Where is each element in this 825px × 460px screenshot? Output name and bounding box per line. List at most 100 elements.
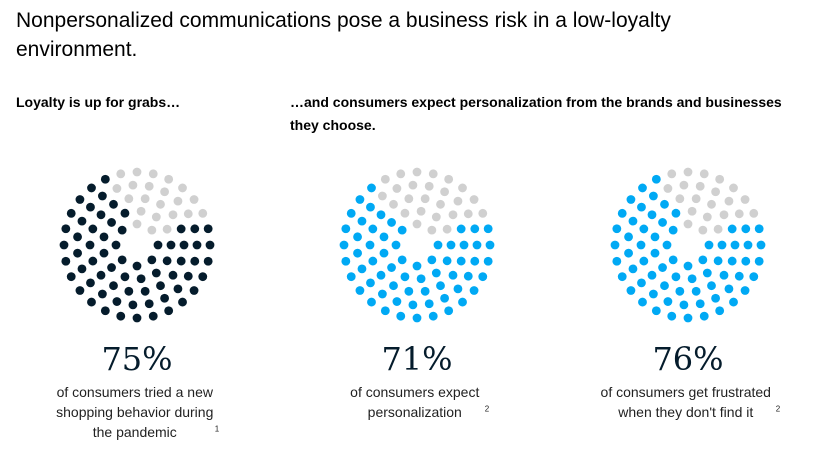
page-title: Nonpersonalized communications pose a bu… <box>16 9 671 61</box>
dot-empty <box>713 224 723 234</box>
dot-filled <box>637 202 646 212</box>
dot-filled <box>61 256 71 266</box>
dot-filled <box>637 278 646 288</box>
dot-chart-pandemic-behavior <box>59 167 215 323</box>
stat-value: 76% <box>652 340 724 378</box>
dot-filled <box>353 232 362 242</box>
dot-filled <box>472 240 482 250</box>
dot-filled <box>75 195 85 204</box>
dot-filled <box>428 311 438 321</box>
dot-empty <box>478 208 488 218</box>
dot-empty <box>140 194 150 204</box>
dot-empty <box>724 196 734 206</box>
dot-filled <box>117 225 127 235</box>
dot-filled <box>368 256 378 266</box>
dot-empty <box>112 184 122 193</box>
dot-filled <box>754 224 764 234</box>
dot-filled <box>638 297 647 307</box>
dot-filled <box>355 286 365 295</box>
dot-filled <box>412 261 422 271</box>
dot-filled <box>112 297 122 306</box>
dot-filled <box>61 224 71 234</box>
dot-filled <box>176 224 186 234</box>
dot-filled <box>458 297 467 307</box>
dot-filled <box>459 240 469 250</box>
dot-empty <box>416 206 426 216</box>
dot-filled <box>380 306 390 316</box>
dot-filled <box>687 274 697 284</box>
dot-filled <box>639 224 649 234</box>
dot-filled <box>85 240 95 250</box>
dot-filled <box>88 224 98 234</box>
dot-filled <box>431 268 441 278</box>
dot-filled <box>628 264 638 274</box>
dot-filled <box>650 248 660 258</box>
dot-filled <box>128 300 138 310</box>
dot-empty <box>378 191 387 201</box>
dot-filled <box>446 240 456 250</box>
dot-empty <box>691 194 701 204</box>
dot-filled <box>107 263 116 272</box>
dot-filled <box>658 263 667 272</box>
dot-filled <box>663 297 673 306</box>
dot-filled <box>160 293 169 303</box>
dot-filled <box>73 232 82 242</box>
dot-filled <box>111 240 121 250</box>
dot-filled <box>73 248 82 258</box>
dot-filled <box>444 306 454 316</box>
dot-filled <box>754 256 764 266</box>
dot-empty <box>740 195 750 204</box>
dot-empty <box>198 208 208 218</box>
dot-filled <box>166 240 176 250</box>
dot-filled <box>456 224 466 234</box>
dot-empty <box>173 196 183 206</box>
stat-panel-pandemic-behavior: 75% of consumers tried a new shopping be… <box>37 165 237 460</box>
dot-filled <box>392 297 402 306</box>
dot-filled <box>707 281 716 291</box>
dot-empty <box>189 195 199 204</box>
dot-empty <box>392 184 402 193</box>
dot-empty <box>412 219 422 229</box>
dot-filled <box>433 240 443 250</box>
footnote-marker: 2 <box>484 404 490 414</box>
dot-empty <box>436 199 445 209</box>
dot-filled <box>116 311 126 321</box>
dot-filled <box>376 270 386 280</box>
dot-filled <box>424 299 434 309</box>
dot-empty <box>729 183 738 193</box>
stat-value: 71% <box>381 340 453 378</box>
dot-empty <box>687 206 697 216</box>
dot-filled <box>727 224 737 234</box>
dot-filled <box>756 240 766 250</box>
dot-filled <box>671 272 681 282</box>
dot-filled <box>77 264 87 274</box>
dot-filled <box>366 202 375 212</box>
dot-filled <box>404 286 414 296</box>
dot-filled <box>109 281 118 291</box>
dot-filled <box>144 299 154 309</box>
dot-filled <box>647 270 657 280</box>
dot-filled <box>647 210 657 220</box>
dot-filled <box>649 191 658 201</box>
dot-empty <box>396 169 406 179</box>
dot-filled <box>387 263 396 272</box>
dot-empty <box>749 208 759 218</box>
dot-empty <box>380 174 390 184</box>
dot-filled <box>416 274 426 284</box>
dot-filled <box>741 224 751 234</box>
dot-empty <box>667 169 677 179</box>
dot-filled <box>702 268 712 278</box>
dot-filled <box>59 240 69 250</box>
stat-description: of consumers get frustrated when they do… <box>588 382 788 422</box>
dot-filled <box>75 286 85 295</box>
dot-filled <box>365 240 375 250</box>
dot-filled <box>88 256 98 266</box>
dot-filled <box>387 218 396 227</box>
dot-filled <box>153 240 163 250</box>
dot-empty <box>702 212 712 222</box>
dot-filled <box>628 216 638 226</box>
dot-filled <box>109 199 118 209</box>
dot-empty <box>698 225 708 235</box>
dot-empty <box>734 209 744 219</box>
dot-filled <box>668 225 678 235</box>
